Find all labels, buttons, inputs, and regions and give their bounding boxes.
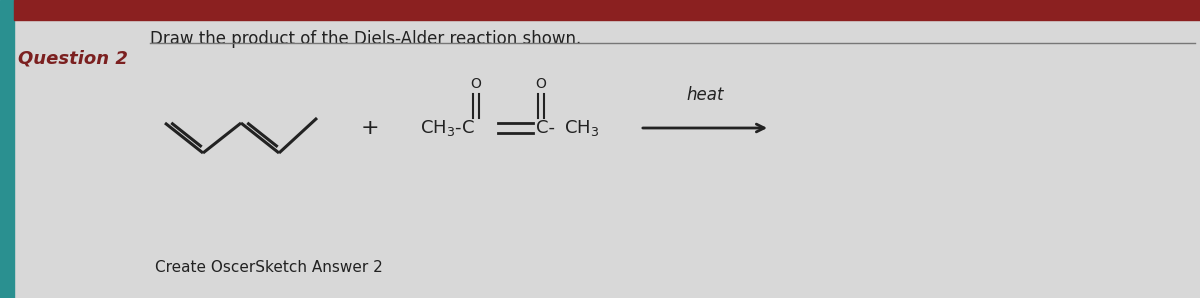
Bar: [0, 0, 14, 298]
Text: O: O: [535, 77, 546, 91]
Text: Question 2: Question 2: [18, 50, 128, 68]
Text: heat: heat: [686, 86, 724, 104]
Text: C-: C-: [536, 119, 554, 137]
Text: +: +: [361, 118, 379, 138]
Text: Create OscerSketch Answer 2: Create OscerSketch Answer 2: [155, 260, 383, 275]
Bar: [14, 0, 1200, 20]
Text: Draw the product of the Diels-Alder reaction shown.: Draw the product of the Diels-Alder reac…: [150, 30, 581, 48]
Text: $\mathregular{CH_3}$: $\mathregular{CH_3}$: [564, 118, 599, 138]
Text: O: O: [470, 77, 481, 91]
Text: $\mathregular{CH_3}$-C: $\mathregular{CH_3}$-C: [420, 118, 475, 138]
